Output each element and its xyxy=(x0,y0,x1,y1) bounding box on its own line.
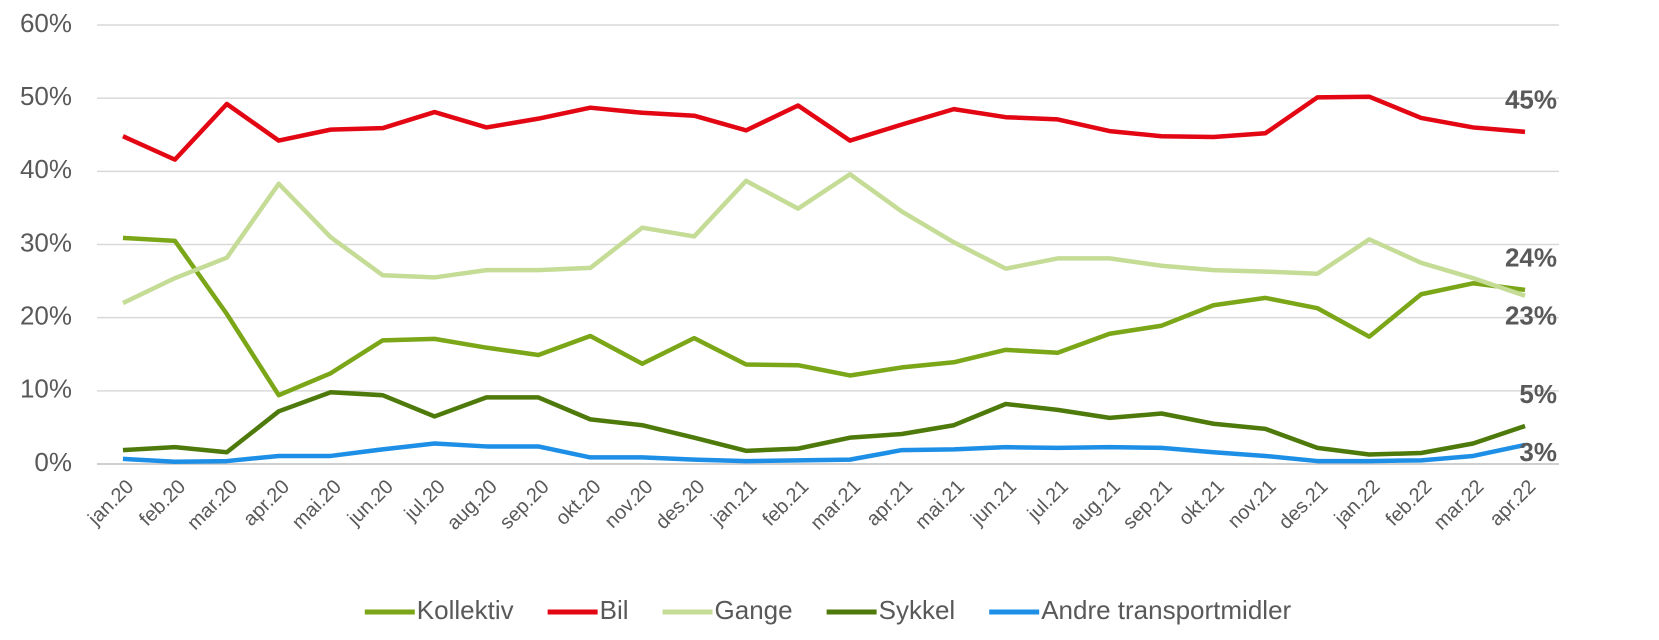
data-label: 23% xyxy=(1505,301,1557,331)
x-tick-label: mai.20 xyxy=(288,476,346,534)
x-tick-label: jan.20 xyxy=(83,476,138,531)
x-tick-label: apr.21 xyxy=(862,476,917,531)
legend: Kollektiv Bil Gange Sykkel Andre transportmi… xyxy=(364,595,1292,625)
x-tick-label: jun.21 xyxy=(966,476,1021,531)
x-tick-label: feb.20 xyxy=(135,476,190,531)
x-tick-label: sep.21 xyxy=(1119,476,1177,534)
legend-label: Andre transportmidler xyxy=(1041,595,1291,625)
x-tick-label: des.21 xyxy=(1275,476,1333,534)
series-line xyxy=(122,441,1526,465)
x-tick-label: sep.20 xyxy=(496,476,554,534)
legend-label: Kollektiv xyxy=(417,595,514,625)
legend-label: Gange xyxy=(715,595,793,625)
y-tick-label: 40% xyxy=(20,154,72,184)
series-line xyxy=(122,94,1526,162)
x-tick-label: feb.22 xyxy=(1382,476,1437,531)
data-label: 5% xyxy=(1519,379,1557,409)
series-line xyxy=(121,172,1526,306)
x-tick-label: mar.22 xyxy=(1430,476,1489,535)
x-tick-label: aug.21 xyxy=(1066,476,1125,535)
x-tick-label: des.20 xyxy=(651,476,709,534)
y-tick-label: 10% xyxy=(20,374,72,404)
y-tick-label: 0% xyxy=(34,447,72,477)
x-tick-label: jan.21 xyxy=(707,476,762,531)
series-line xyxy=(122,235,1526,398)
x-tick-label: apr.22 xyxy=(1485,476,1540,531)
x-tick-label: jun.20 xyxy=(343,476,398,531)
series-line xyxy=(122,390,1526,457)
x-tick-label: mar.21 xyxy=(806,476,865,535)
legend-label: Sykkel xyxy=(879,595,956,625)
x-tick-label: nov.20 xyxy=(601,476,658,533)
data-label: 3% xyxy=(1519,437,1557,467)
data-label: 45% xyxy=(1505,85,1557,115)
y-tick-label: 30% xyxy=(20,227,72,257)
x-tick-label: mai.21 xyxy=(911,476,969,534)
x-tick-label: feb.21 xyxy=(758,476,813,531)
y-tick-label: 60% xyxy=(20,8,72,38)
y-tick-label: 20% xyxy=(20,301,72,331)
x-tick-label: nov.21 xyxy=(1224,476,1281,533)
x-tick-label: mar.20 xyxy=(183,476,242,535)
x-tick-label: apr.20 xyxy=(239,476,294,531)
data-label: 24% xyxy=(1505,243,1557,273)
x-tick-label: okt.21 xyxy=(1175,476,1229,530)
legend-label: Bil xyxy=(600,595,629,625)
x-tick-label: aug.20 xyxy=(443,476,502,535)
x-tick-label: jan.22 xyxy=(1330,476,1385,531)
x-tick-label: okt.20 xyxy=(552,476,606,530)
y-tick-label: 50% xyxy=(20,81,72,111)
